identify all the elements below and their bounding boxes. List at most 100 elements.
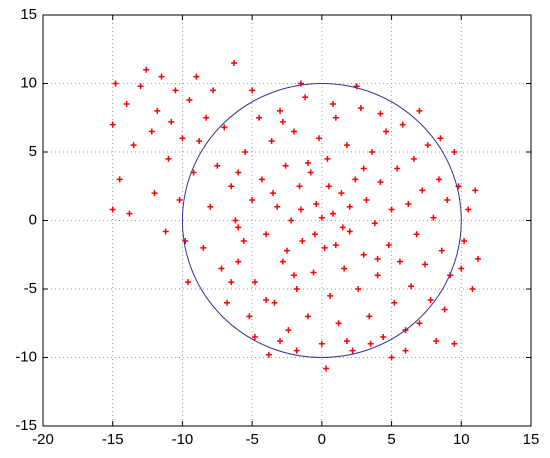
point	[377, 110, 384, 117]
point	[302, 94, 309, 101]
point	[246, 313, 253, 320]
point	[332, 114, 339, 121]
point	[143, 66, 150, 73]
point	[410, 155, 417, 162]
point	[126, 210, 133, 217]
point	[242, 149, 249, 155]
point	[465, 206, 472, 213]
point	[268, 138, 275, 145]
point	[123, 101, 130, 108]
point	[148, 128, 155, 135]
point	[158, 73, 165, 80]
point	[332, 242, 339, 249]
x-tick-label: -20	[32, 431, 54, 448]
point	[451, 149, 458, 155]
point	[402, 347, 409, 354]
point	[137, 83, 144, 90]
point	[235, 169, 242, 176]
point	[304, 159, 311, 166]
point	[374, 272, 381, 279]
point	[221, 124, 228, 131]
point	[399, 121, 406, 128]
point	[335, 320, 342, 327]
point	[346, 228, 353, 235]
point	[433, 338, 440, 345]
point	[416, 320, 423, 327]
point	[430, 214, 437, 221]
y-tick-label: -5	[24, 280, 37, 297]
point	[218, 265, 225, 272]
point	[279, 258, 286, 265]
point	[388, 354, 395, 361]
point	[338, 190, 345, 197]
point	[307, 169, 314, 176]
point	[419, 187, 426, 194]
point	[193, 73, 200, 80]
x-tick-label: -10	[172, 431, 194, 448]
point	[251, 333, 258, 340]
point	[422, 261, 429, 268]
point	[130, 142, 137, 149]
point	[232, 217, 239, 224]
point	[310, 269, 317, 276]
point	[427, 296, 434, 303]
point	[352, 176, 359, 183]
point	[339, 224, 346, 231]
point	[405, 201, 412, 208]
point	[210, 87, 217, 94]
point	[297, 206, 304, 213]
point	[231, 59, 238, 66]
point	[388, 206, 395, 213]
point	[274, 203, 281, 210]
point	[357, 105, 364, 112]
point	[179, 135, 186, 142]
point	[168, 118, 175, 125]
point	[360, 251, 367, 258]
point	[316, 135, 323, 142]
y-tick-label: 15	[20, 6, 37, 23]
point	[341, 265, 348, 272]
point	[293, 286, 300, 292]
point	[196, 138, 203, 145]
x-tick-label: -5	[245, 431, 258, 448]
point	[288, 217, 295, 224]
point	[349, 347, 356, 354]
point	[416, 107, 423, 114]
x-tick-label: 15	[523, 431, 540, 448]
point	[475, 255, 482, 262]
point	[382, 128, 389, 135]
point	[360, 165, 367, 172]
point	[176, 196, 183, 203]
point	[461, 238, 468, 245]
y-tick-label: 5	[29, 143, 37, 160]
point	[109, 206, 116, 213]
axes-box	[42, 14, 532, 427]
point	[249, 196, 256, 203]
point	[290, 272, 297, 279]
point	[279, 118, 286, 125]
point	[277, 338, 284, 345]
point	[366, 313, 373, 320]
point	[293, 347, 300, 354]
point	[249, 87, 256, 94]
point	[285, 327, 292, 334]
point	[182, 238, 189, 245]
point	[451, 340, 458, 347]
point	[374, 255, 381, 262]
point	[224, 299, 231, 306]
point	[441, 306, 448, 313]
point	[371, 220, 378, 227]
point	[296, 183, 303, 190]
point	[151, 190, 158, 197]
point	[256, 114, 263, 121]
point	[458, 265, 465, 272]
point	[377, 179, 384, 186]
point	[263, 231, 270, 238]
point	[251, 279, 258, 286]
point	[330, 101, 337, 108]
x-tick-label: -15	[102, 431, 124, 448]
point	[437, 135, 444, 142]
point	[203, 114, 210, 121]
point	[318, 214, 325, 221]
point	[313, 201, 320, 208]
